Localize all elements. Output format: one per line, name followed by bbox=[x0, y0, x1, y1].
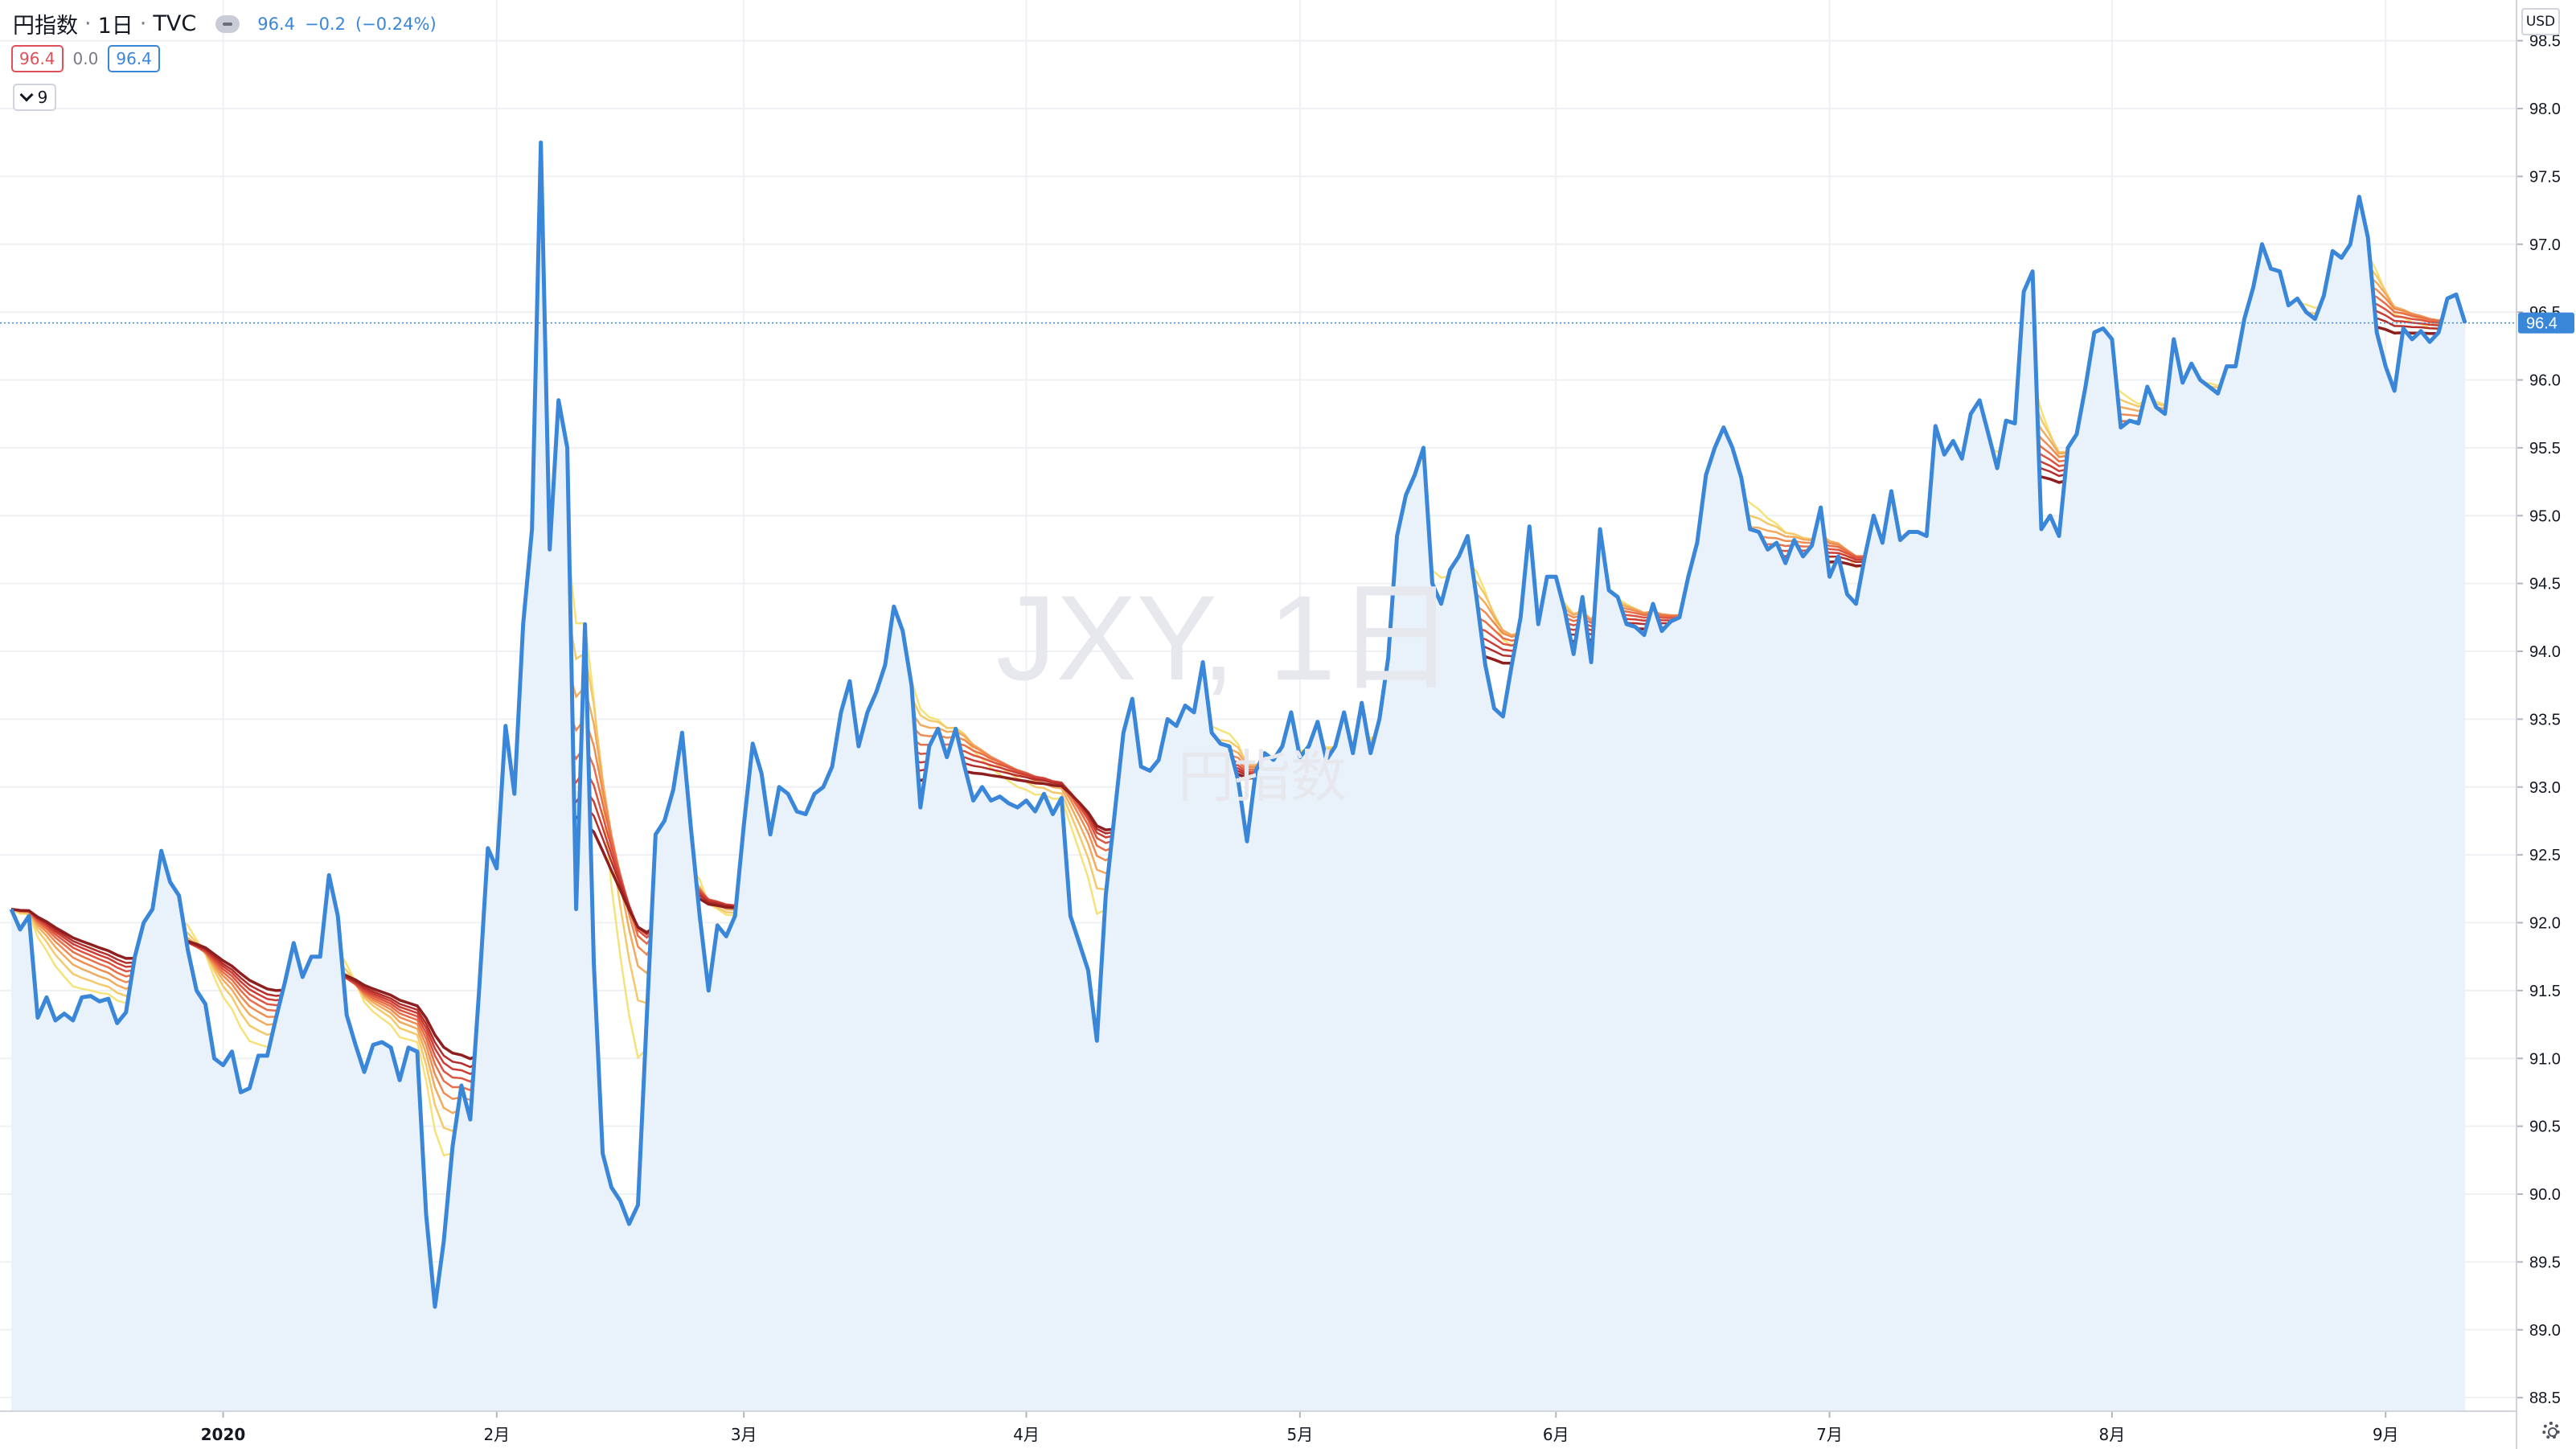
interval-label[interactable]: 1日 bbox=[97, 14, 133, 39]
ema-line bbox=[10, 273, 2466, 1114]
ema-line bbox=[10, 308, 2466, 1076]
x-tick-label: 2020 bbox=[201, 1425, 246, 1444]
ema-line bbox=[10, 283, 2466, 1102]
y-tick-label: 98.0 bbox=[2529, 101, 2561, 118]
indicator-value-mid: 0.0 bbox=[72, 49, 99, 68]
ema-ribbon bbox=[10, 252, 2466, 1157]
y-tick-label: 96.0 bbox=[2529, 372, 2561, 390]
last-price-tag bbox=[2518, 312, 2574, 334]
y-tick-label: 88.5 bbox=[2529, 1389, 2561, 1407]
collapse-indicators-button[interactable]: 9 bbox=[13, 84, 56, 111]
x-tick-label: 8月 bbox=[2098, 1425, 2125, 1444]
ema-line bbox=[10, 316, 2466, 1069]
ema-line bbox=[10, 292, 2466, 1092]
watermark: JXY, 1日 円指数 bbox=[996, 570, 1457, 810]
y-tick-label: 91.0 bbox=[2529, 1050, 2561, 1068]
y-tick-label: 90.5 bbox=[2529, 1119, 2561, 1136]
exchange-label: TVC bbox=[153, 11, 197, 36]
y-tick-label: 97.5 bbox=[2529, 168, 2561, 186]
y-tick-label: 98.5 bbox=[2529, 33, 2561, 51]
watermark-name: 円指数 bbox=[1178, 744, 1347, 810]
y-tick-label: 95.0 bbox=[2529, 507, 2561, 525]
y-tick-label: 91.5 bbox=[2529, 983, 2561, 1000]
price-change: −0.2 bbox=[304, 14, 346, 34]
last-price-tag-label: 96.4 bbox=[2526, 315, 2558, 333]
last-price: 96.4 bbox=[257, 14, 295, 34]
price-line bbox=[9, 140, 2467, 1309]
quote-values: 96.4 −0.2 (−0.24%) bbox=[257, 14, 445, 34]
watermark-symbol: JXY, 1日 bbox=[996, 570, 1457, 705]
y-tick-label: 95.5 bbox=[2529, 440, 2561, 458]
ema-line bbox=[10, 300, 2466, 1083]
y-tick-label: 94.0 bbox=[2529, 643, 2561, 661]
y-tick-label: 93.0 bbox=[2529, 779, 2561, 797]
price-change-percent: (−0.24%) bbox=[355, 14, 437, 34]
y-tick-label: 94.5 bbox=[2529, 576, 2561, 593]
x-tick-label: 4月 bbox=[1013, 1425, 1040, 1444]
indicator-value-red: 96.4 bbox=[11, 45, 64, 72]
indicator-count: 9 bbox=[37, 88, 48, 107]
x-tick-label: 5月 bbox=[1286, 1425, 1313, 1444]
price-series bbox=[9, 140, 2467, 1412]
price-area bbox=[11, 142, 2465, 1412]
y-tick-label: 89.5 bbox=[2529, 1254, 2561, 1271]
y-tick-label: 93.5 bbox=[2529, 711, 2561, 729]
x-tick-label: 7月 bbox=[1816, 1425, 1843, 1444]
y-tick-label: 89.0 bbox=[2529, 1322, 2561, 1340]
symbol-name[interactable]: 円指数 bbox=[13, 14, 78, 39]
x-tick-label: 3月 bbox=[731, 1425, 757, 1444]
chevron-down-icon bbox=[19, 88, 34, 102]
x-tick-label: 6月 bbox=[1543, 1425, 1569, 1444]
y-tick-label: 92.0 bbox=[2529, 915, 2561, 933]
gear-icon[interactable] bbox=[2542, 1422, 2560, 1439]
indicator-value-blue: 96.4 bbox=[108, 45, 160, 72]
symbol-header[interactable]: 円指数 · 1日 · TVC 96.4 −0.2 (−0.24%) bbox=[13, 8, 446, 39]
ema-line bbox=[10, 263, 2466, 1132]
x-tick-label: 9月 bbox=[2373, 1425, 2399, 1444]
y-tick-label: 90.0 bbox=[2529, 1186, 2561, 1204]
currency-button[interactable]: USD bbox=[2521, 8, 2560, 35]
indicator-legend[interactable]: 96.4 0.0 96.4 bbox=[11, 45, 160, 72]
y-tick-label: 97.0 bbox=[2529, 236, 2561, 254]
eye-icon[interactable] bbox=[215, 14, 240, 33]
y-tick-label: 92.5 bbox=[2529, 847, 2561, 864]
x-tick-label: 2月 bbox=[483, 1425, 510, 1444]
